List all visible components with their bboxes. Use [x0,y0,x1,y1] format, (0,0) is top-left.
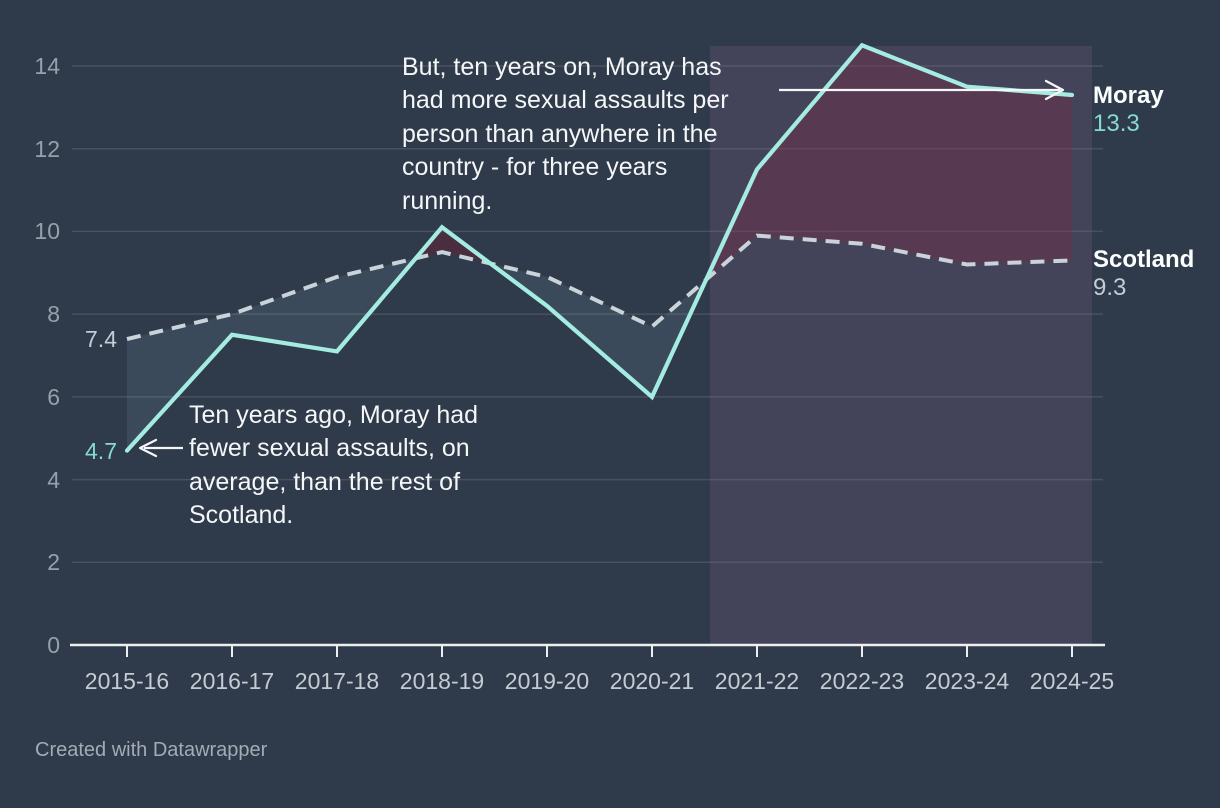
series-value-scotland: 9.3 [1093,274,1127,301]
y-axis-tick-label: 6 [47,383,60,410]
y-axis-tick-label: 2 [47,549,60,576]
y-axis-tick-label: 8 [47,301,60,328]
series-value-moray: 13.3 [1093,110,1140,137]
x-axis-tick-label: 2022-23 [819,668,905,694]
annotation-recent-line: running. [402,186,493,215]
annotation-recent-line: But, ten years on, Moray has [402,53,722,81]
x-axis-tick-label: 2015-16 [84,668,170,694]
y-axis-tick-label: 12 [34,135,60,162]
annotation-arrow-head-left-icon [138,438,158,458]
x-axis-tick-label: 2016-17 [189,668,275,694]
start-value-scotland: 7.4 [85,325,117,352]
start-value-moray: 4.7 [85,437,117,464]
annotation-recent-line: had more sexual assaults per [402,86,729,115]
annotation-past-line: average, than the rest of [189,467,461,496]
scotland-line [126,233,1073,341]
y-axis-tick-label: 0 [47,632,60,658]
annotation-arrow-head-right-icon [1044,79,1065,101]
series-label-scotland: Scotland [1093,246,1195,273]
fill-scotland-above [127,258,416,451]
y-axis-tick-label: 14 [34,53,60,79]
x-axis-tick-label: 2018-19 [399,668,485,694]
y-axis-tick-label: 10 [34,218,60,245]
x-axis-tick-label: 2023-24 [924,668,1010,694]
annotation-recent-line: person than anywhere in the [402,119,718,148]
highlight-band [710,46,1092,645]
fill-moray-above [706,45,1072,280]
footer-credit[interactable]: Created with Datawrapper [35,739,268,761]
annotation-past-line: fewer sexual assaults, on [189,434,470,463]
x-axis-tick-label: 2020-21 [609,668,695,694]
annotation-past-line: Scotland. [189,501,294,530]
fill-scotland-above [490,263,707,397]
x-axis-tick-label: 2017-18 [294,668,380,694]
annotation-past-line: Ten years ago, Moray had [189,401,479,429]
series-label-moray: Moray [1093,82,1164,109]
x-axis-tick-label: 2019-20 [504,668,590,694]
y-axis-tick-label: 4 [47,466,60,493]
x-axis-tick-label: 2024-25 [1029,668,1115,694]
annotation-recent-line: country - for three years [402,153,668,182]
x-axis-tick-label: 2021-22 [714,668,800,694]
moray-line [124,42,1075,453]
